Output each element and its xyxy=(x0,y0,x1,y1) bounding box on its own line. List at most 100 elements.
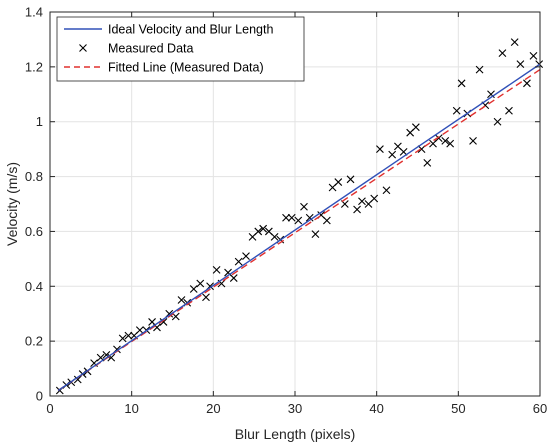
measured-data-point xyxy=(202,293,210,302)
measured-data-point xyxy=(487,90,495,99)
x-tick-label: 40 xyxy=(369,401,383,416)
measured-data-point xyxy=(434,134,443,143)
x-tick-label: 50 xyxy=(451,401,465,416)
measured-data-point xyxy=(516,60,525,69)
x-tick-label: 20 xyxy=(206,401,220,416)
x-tick-label: 60 xyxy=(533,401,547,416)
y-tick-label: 0.8 xyxy=(25,169,43,184)
measured-data-point xyxy=(282,213,290,222)
legend-ideal-label: Ideal Velocity and Blur Length xyxy=(108,23,273,37)
legend-measured-marker xyxy=(79,44,87,52)
measured-marker-stroke xyxy=(90,359,98,367)
y-tick-label: 0.4 xyxy=(25,279,43,294)
measured-data-point xyxy=(529,51,538,60)
measured-marker-stroke xyxy=(510,38,519,47)
measured-marker-stroke xyxy=(300,202,308,211)
measured-marker-stroke xyxy=(189,285,198,293)
measured-marker-stroke xyxy=(452,106,461,115)
measured-data-point xyxy=(417,145,426,154)
measured-marker-stroke xyxy=(358,197,366,206)
measured-data-point xyxy=(388,150,397,159)
measured-data-point xyxy=(234,257,243,266)
measured-marker-stroke xyxy=(529,51,538,60)
measured-marker-stroke xyxy=(417,145,426,154)
measured-marker-stroke xyxy=(423,158,432,167)
measured-marker-stroke xyxy=(340,200,349,208)
measured-marker-stroke xyxy=(311,230,320,239)
measured-data-point xyxy=(300,202,308,211)
measured-data-point xyxy=(457,79,466,88)
y-tick-label: 0 xyxy=(36,389,43,404)
measured-marker-stroke xyxy=(376,145,384,154)
measured-marker-stroke xyxy=(346,175,355,184)
measured-data-point xyxy=(159,318,168,326)
measured-data-point xyxy=(382,186,391,195)
measured-data-point xyxy=(287,213,296,222)
measured-data-point xyxy=(124,331,133,340)
measured-data-point xyxy=(498,49,507,58)
legend-measured-label: Measured Data xyxy=(108,42,194,56)
measured-marker-stroke xyxy=(224,268,232,277)
measured-marker-stroke xyxy=(148,318,156,326)
measured-data-point xyxy=(212,265,221,274)
measured-data-point xyxy=(189,285,198,293)
measured-data-point xyxy=(322,216,331,225)
fitted-line xyxy=(57,69,541,392)
x-tick-label: 10 xyxy=(124,401,138,416)
series-layer xyxy=(55,38,544,395)
measured-marker-stroke xyxy=(159,318,168,326)
measured-marker-stroke xyxy=(217,279,226,288)
measured-marker-stroke xyxy=(171,312,180,321)
measured-data-point xyxy=(411,123,420,132)
measured-marker-stroke xyxy=(264,227,273,236)
measured-data-point xyxy=(510,38,519,47)
measured-data-point xyxy=(353,205,361,214)
measured-marker-stroke xyxy=(96,353,105,362)
measured-data-point xyxy=(446,139,455,148)
measured-marker-stroke xyxy=(370,194,379,203)
y-axis-label: Velocity (m/s) xyxy=(4,162,20,246)
measured-data-point xyxy=(376,145,384,154)
measured-marker-stroke xyxy=(229,274,238,282)
measured-marker-stroke xyxy=(469,137,477,145)
measured-data-point xyxy=(475,65,484,74)
measured-marker-stroke xyxy=(516,60,525,69)
measured-marker-stroke xyxy=(487,90,495,99)
measured-marker-stroke xyxy=(212,265,221,274)
measured-marker-stroke xyxy=(334,178,343,186)
measured-data-point xyxy=(177,296,186,304)
measured-marker-stroke xyxy=(294,216,303,225)
x-tick-label: 30 xyxy=(288,401,302,416)
measured-data-point xyxy=(254,227,263,236)
measured-marker-stroke xyxy=(388,150,397,159)
measured-marker-stroke xyxy=(242,252,250,261)
measured-data-point xyxy=(259,224,268,233)
measured-data-point xyxy=(493,117,502,126)
measured-data-point xyxy=(242,252,250,261)
measured-marker-stroke xyxy=(498,49,507,58)
measured-marker-stroke xyxy=(322,216,331,225)
measured-marker-stroke xyxy=(102,350,111,359)
x-tick-label: 0 xyxy=(46,401,53,416)
measured-marker-stroke xyxy=(457,79,466,88)
measured-data-point xyxy=(523,79,531,88)
measured-marker-stroke xyxy=(124,331,133,340)
measured-marker-stroke xyxy=(411,123,420,132)
measured-marker-stroke xyxy=(305,213,314,222)
measured-data-point xyxy=(358,197,366,206)
measured-data-point xyxy=(441,137,450,145)
measured-data-point xyxy=(334,178,343,186)
measured-data-point xyxy=(305,213,314,222)
measured-marker-stroke xyxy=(107,353,116,362)
y-tick-label: 1 xyxy=(36,114,43,129)
measured-data-point xyxy=(118,334,127,343)
measured-marker-stroke xyxy=(441,137,450,145)
measured-data-point xyxy=(346,175,355,184)
y-tick-label: 0.2 xyxy=(25,334,43,349)
legend: Ideal Velocity and Blur Length Measured … xyxy=(56,16,305,82)
measured-data-point xyxy=(423,158,432,167)
measured-data-point xyxy=(311,230,320,239)
measured-marker-stroke xyxy=(475,65,484,74)
ideal-velocity-line xyxy=(57,63,541,392)
